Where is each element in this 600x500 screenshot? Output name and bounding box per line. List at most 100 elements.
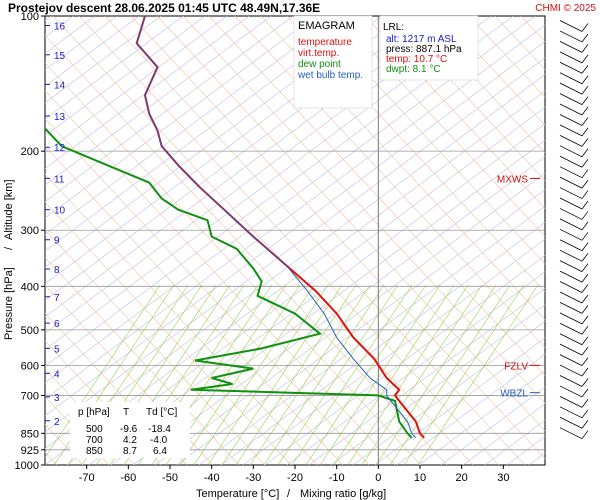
- isotherm-line: [45, 16, 294, 202]
- adiabat-line: [156, 16, 545, 432]
- table-header-td: Td [°C]: [146, 407, 177, 418]
- isotherm-line: [45, 16, 492, 351]
- mixing-ratio-line: [319, 284, 441, 465]
- credit-label: CHMI © 2025: [535, 3, 596, 14]
- wind-barb-flag: [581, 315, 589, 325]
- mixing-ratio-line: [235, 284, 357, 465]
- mixing-ratio-line: [417, 284, 539, 465]
- wind-barb-flag: [581, 138, 589, 147]
- wind-barb: [559, 239, 583, 252]
- wind-barb-flag: [581, 179, 589, 189]
- wetbulb-line: [136, 16, 417, 439]
- wind-barb: [559, 61, 583, 74]
- lrl-pressure: press: 887.1 hPa: [386, 44, 462, 55]
- wind-barb-flag: [581, 420, 589, 429]
- adiabat-line: [364, 16, 545, 209]
- level-marker-label: WBZL: [500, 389, 528, 400]
- wind-barb-flag: [581, 211, 589, 220]
- y-axis-label-altitude: Altitude [km]: [3, 179, 15, 240]
- isotherm-line: [440, 386, 545, 465]
- wind-barb-flag: [581, 232, 589, 241]
- wind-barb-flag: [581, 284, 589, 293]
- wind-barb-flag: [581, 117, 589, 126]
- mixing-ratio-line: [207, 284, 329, 465]
- pressure-tick-label: 850: [21, 428, 39, 440]
- lrl-dewpoint: dwpt: 8.1 °C: [386, 64, 441, 75]
- wind-barb-flag: [581, 75, 589, 84]
- wind-barb-flag: [581, 200, 589, 210]
- adiabat-line: [45, 257, 240, 465]
- adiabat-line: [338, 16, 545, 237]
- wind-barb-flag: [581, 305, 589, 314]
- temperature-axis: -70 -60 -50 -40 -30 -20 -10 0 10 20 30: [79, 465, 509, 484]
- isotherm-line: [45, 16, 206, 137]
- x-axis-separator: /: [287, 488, 291, 500]
- isotherm-line: [396, 353, 545, 465]
- wind-barb: [559, 228, 583, 241]
- altitude-tick-label: 3: [54, 393, 60, 404]
- wind-barb-flag: [581, 388, 589, 398]
- wind-barb-flag: [581, 148, 589, 158]
- wind-barb: [559, 396, 583, 408]
- wind-barb: [559, 30, 583, 43]
- wind-barb-flag: [581, 252, 589, 262]
- isotherm-line: [352, 320, 545, 465]
- x-axis-label-temperature: Temperature [°C]: [196, 488, 279, 500]
- altitude-tick-label: 10: [54, 206, 66, 217]
- isotherm-line: [176, 189, 545, 465]
- adiabat-line: [45, 368, 136, 465]
- isotherm-line: [45, 16, 338, 235]
- wind-barb: [559, 20, 583, 32]
- dewpoint-line: [45, 126, 413, 439]
- wind-barb: [559, 72, 583, 85]
- wind-barb: [559, 260, 583, 272]
- lrl-altitude: alt: 1217 m ASL: [386, 34, 457, 45]
- wind-barb-flag: [581, 96, 589, 105]
- wind-barb-flag: [581, 65, 589, 74]
- legend-item-dew-point: dew point: [298, 59, 341, 70]
- wind-barb: [559, 155, 583, 168]
- wind-barb: [559, 114, 583, 126]
- wind-barb: [559, 354, 583, 366]
- wind-barb: [559, 176, 583, 189]
- adiabat-line: [45, 173, 318, 465]
- legend-item-wet-bulb: wet bulb temp.: [297, 70, 363, 81]
- wind-barb: [559, 375, 583, 387]
- altitude-tick-label: 16: [54, 22, 66, 33]
- mixing-ratio-line: [347, 284, 469, 465]
- wind-barb-flag: [581, 54, 589, 64]
- isotherm-line: [573, 16, 600, 465]
- adiabat-line: [208, 16, 545, 376]
- adiabat-line: [45, 145, 344, 465]
- wind-barb: [559, 333, 583, 346]
- adiabat-line: [442, 16, 545, 126]
- adiabat-line: [52, 16, 474, 465]
- legend-heading: EMAGRAM: [298, 20, 355, 32]
- table-cell-td-850: 6.4: [153, 446, 167, 457]
- temperature-tick-label: 10: [414, 472, 426, 484]
- pressure-tick-label: 1000: [15, 460, 39, 472]
- isotherm-line: [45, 41, 545, 416]
- wind-barb: [559, 93, 583, 105]
- level-marker-label: FZLV: [504, 361, 528, 372]
- isotherm-line: [45, 90, 545, 465]
- temperature-tick-label: -50: [162, 472, 178, 484]
- temperature-tick-label: 20: [456, 472, 468, 484]
- table-cell-p-850: 850: [86, 446, 103, 457]
- isotherm-line: [45, 16, 162, 104]
- wind-barb-flag: [581, 23, 589, 32]
- legend-item-temperature: temperature: [298, 37, 352, 48]
- adiabat-line: [104, 16, 526, 465]
- wind-barb: [559, 82, 583, 95]
- isotherm-line: [45, 16, 228, 153]
- mixing-ratio-line: [263, 284, 385, 465]
- y-axis-separator: /: [3, 246, 15, 250]
- lrl-box: LRL: alt: 1217 m ASL press: 887.1 hPa te…: [379, 15, 479, 81]
- altitude-tick-label: 2: [54, 417, 60, 428]
- table-cell-p-700: 700: [86, 435, 103, 446]
- temperature-tick-label: 0: [375, 472, 381, 484]
- temperature-tick-label: -20: [287, 472, 303, 484]
- mixing-ratio-line: [179, 284, 301, 465]
- adiabat-line: [573, 16, 600, 465]
